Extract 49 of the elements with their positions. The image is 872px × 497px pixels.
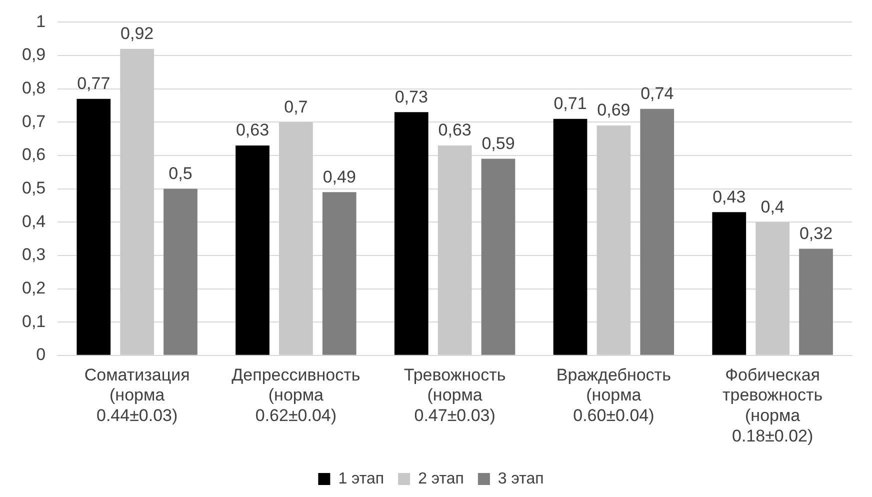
x-tick-label: Фобическая тревожность (норма 0.18±0.02)	[722, 365, 823, 446]
x-tick-label: Тревожность (норма 0.47±0.03)	[404, 365, 506, 426]
y-tick-label: 0,5	[22, 178, 46, 198]
legend-label: 1 этап	[338, 470, 384, 488]
y-tick-label: 0,7	[22, 112, 46, 131]
y-tick-label: 0,8	[22, 78, 46, 98]
data-label: 0,43	[712, 187, 746, 206]
x-tick-label: Соматизация (норма 0.44±0.03)	[84, 365, 190, 426]
bar	[553, 118, 588, 355]
bar	[799, 248, 833, 355]
data-label: 0,5	[168, 164, 192, 183]
x-tick-label: Враждебность (норма 0.60±0.04)	[556, 365, 672, 426]
data-label: 0,63	[438, 120, 472, 140]
data-label: 0,74	[640, 84, 674, 104]
bar	[76, 98, 111, 355]
bar	[322, 192, 356, 355]
data-label: 0,4	[760, 197, 784, 216]
bar	[394, 112, 428, 355]
data-label: 0,63	[236, 120, 270, 140]
y-tick-label: 0,4	[22, 212, 46, 231]
y-tick-label: 1	[36, 12, 46, 31]
data-label: 0,59	[482, 134, 515, 153]
bar	[640, 108, 674, 355]
bar	[236, 145, 270, 355]
y-tick-label: 0,9	[22, 45, 46, 64]
bar	[120, 48, 154, 355]
bar	[756, 222, 790, 355]
bar	[279, 122, 313, 355]
x-tick-label: Депрессивность (норма 0.62±0.04)	[232, 365, 360, 426]
data-label: 0,7	[284, 97, 308, 116]
data-label: 0,69	[597, 100, 630, 120]
y-tick-label: 0,1	[22, 312, 46, 331]
y-tick-label: 0,6	[22, 145, 46, 164]
bar	[712, 212, 746, 355]
bar	[438, 145, 472, 355]
data-label: 0,77	[77, 74, 110, 94]
data-label: 0,71	[554, 94, 587, 114]
legend-label: 3 этап	[498, 470, 544, 488]
legend-label: 2 этап	[418, 470, 464, 488]
data-label: 0,73	[394, 87, 428, 106]
data-label: 0,49	[322, 167, 356, 186]
data-label: 0,92	[120, 24, 154, 44]
bar	[164, 188, 198, 355]
data-label: 0,32	[799, 224, 833, 243]
y-tick-label: 0	[36, 345, 46, 364]
y-tick-label: 0,3	[22, 245, 46, 264]
bar	[481, 158, 516, 355]
y-tick-label: 0,2	[22, 278, 46, 298]
bar	[596, 125, 631, 355]
